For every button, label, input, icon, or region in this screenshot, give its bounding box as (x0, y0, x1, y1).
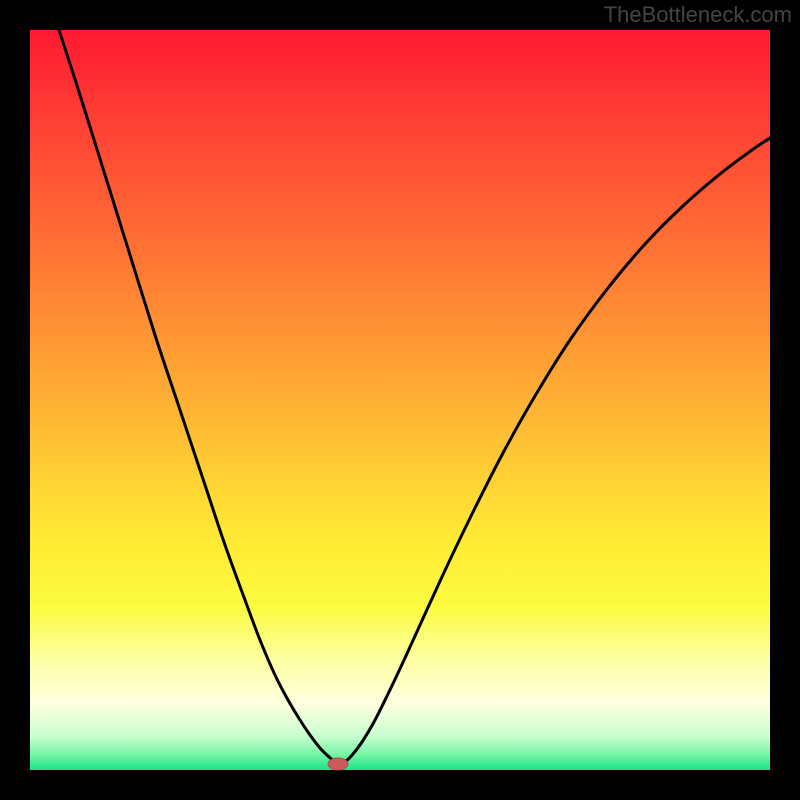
bottleneck-curve-chart (0, 0, 800, 800)
watermark-text: TheBottleneck.com (604, 2, 792, 28)
optimal-point-marker (328, 758, 348, 770)
chart-frame: TheBottleneck.com (0, 0, 800, 800)
plot-background (30, 30, 770, 770)
